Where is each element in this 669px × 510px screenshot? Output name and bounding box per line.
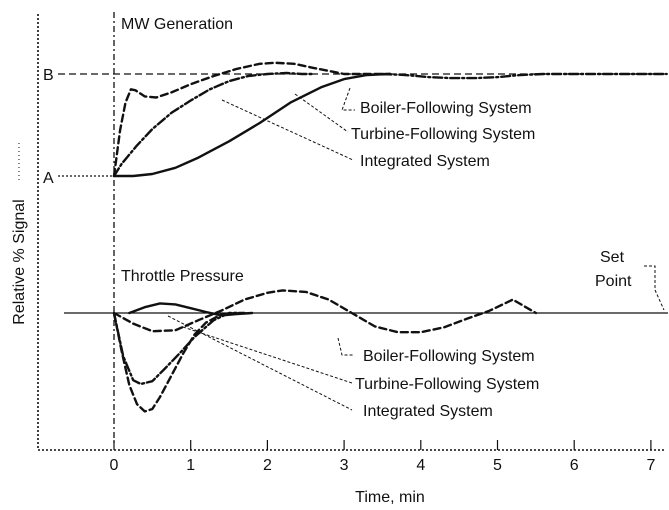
setpoint-label-line1: Set xyxy=(600,249,625,266)
x-tick-label: 0 xyxy=(110,457,119,474)
series-line-boiler-following-system xyxy=(112,61,392,178)
series-line-boiler-following-system xyxy=(112,289,538,334)
leader-top-boiler xyxy=(341,87,355,111)
x-tick-label: 1 xyxy=(186,457,195,474)
x-tick-label: 3 xyxy=(340,457,349,474)
series-line-integrated-system xyxy=(112,311,238,413)
level-label-a: A xyxy=(43,170,54,187)
x-tick-label: 6 xyxy=(570,457,579,474)
top-annotation-leaders xyxy=(221,87,355,161)
x-tick-label: 4 xyxy=(416,457,425,474)
mw-generation-title: MW Generation xyxy=(121,16,233,33)
level-label-b: B xyxy=(43,67,54,84)
series-line-integrated-system xyxy=(112,72,392,178)
x-tick-label: 2 xyxy=(263,457,272,474)
x-tick-label: 7 xyxy=(646,457,655,474)
throttle-pressure-series xyxy=(112,289,538,413)
x-tick-label: 5 xyxy=(493,457,502,474)
throttle-pressure-title: Throttle Pressure xyxy=(121,268,244,285)
bottom-annotation-leaders xyxy=(167,315,354,411)
leader-bottom-turbine xyxy=(182,326,353,384)
leader-bottom-boiler xyxy=(337,337,354,356)
annotation-top-integrated: Integrated System xyxy=(360,153,490,170)
annotation-bottom-turbine: Turbine-Following System xyxy=(355,376,539,393)
mw-generation-series xyxy=(112,61,668,178)
series-line-turbine-following-system xyxy=(112,311,246,386)
annotation-bottom-integrated: Integrated System xyxy=(363,403,493,420)
leader-top-integrated xyxy=(221,99,354,161)
setpoint-label-line2: Point xyxy=(595,273,632,290)
y-axis-label: Relative % Signal xyxy=(11,199,28,324)
setpoint-leader xyxy=(644,265,665,311)
series-line-integrated-system-tail xyxy=(381,72,668,80)
leader-bottom-integrated xyxy=(167,315,353,411)
series-line-turbine-following-system xyxy=(112,71,315,178)
series-line-integrated-system-overshoot xyxy=(128,302,254,317)
annotation-bottom-boiler: Boiler-Following System xyxy=(363,348,535,365)
annotation-top-turbine: Turbine-Following System xyxy=(351,126,535,143)
leader-top-turbine xyxy=(294,93,349,133)
x-axis-label: Time, min xyxy=(355,489,425,506)
axes xyxy=(37,12,665,451)
annotation-top-boiler: Boiler-Following System xyxy=(360,100,532,117)
x-ticks: 0 1 2 3 4 5 6 7 xyxy=(110,440,655,474)
